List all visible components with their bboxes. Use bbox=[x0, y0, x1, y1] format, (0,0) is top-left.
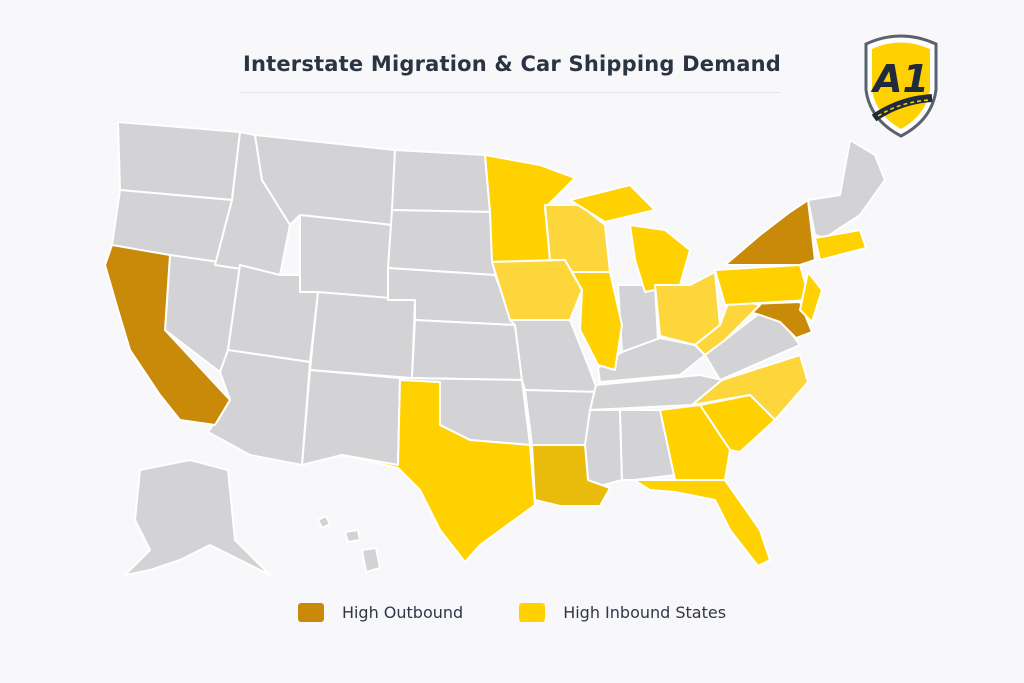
state-new-eng bbox=[807, 139, 886, 239]
legend-item-outbound: High Outbound bbox=[297, 603, 464, 622]
state-ny bbox=[724, 199, 816, 266]
legend-label-inbound: High Inbound States bbox=[563, 603, 727, 622]
state-ak bbox=[124, 459, 271, 576]
state-la bbox=[531, 444, 611, 507]
state-il bbox=[571, 271, 623, 371]
state-fl bbox=[633, 479, 771, 567]
state-co bbox=[309, 291, 416, 379]
state-nm bbox=[301, 369, 401, 466]
legend-swatch-inbound bbox=[519, 603, 546, 622]
state-ca bbox=[104, 244, 231, 426]
state-hi3 bbox=[361, 547, 381, 573]
state-al bbox=[619, 409, 676, 481]
title-divider bbox=[240, 92, 780, 93]
state-pa bbox=[714, 264, 811, 306]
state-ms bbox=[584, 409, 623, 487]
legend-item-inbound: High Inbound States bbox=[519, 603, 726, 622]
legend-swatch-outbound bbox=[297, 603, 324, 622]
a1-logo: A1 bbox=[864, 34, 938, 138]
state-sd bbox=[387, 209, 496, 276]
state-hi2 bbox=[344, 529, 361, 543]
state-ks bbox=[411, 319, 523, 381]
state-ma-ct bbox=[814, 229, 867, 261]
page-title: Interstate Migration & Car Shipping Dema… bbox=[242, 52, 782, 76]
state-wv bbox=[694, 297, 761, 356]
state-nd bbox=[391, 149, 491, 213]
state-hi bbox=[317, 515, 331, 529]
state-wa bbox=[117, 121, 241, 201]
state-wy bbox=[299, 214, 393, 301]
svg-text:A1: A1 bbox=[870, 57, 929, 101]
legend: High Outbound High Inbound States bbox=[0, 603, 1024, 622]
state-nj bbox=[799, 271, 823, 323]
state-mi-up bbox=[569, 184, 656, 223]
legend-label-outbound: High Outbound bbox=[341, 603, 464, 622]
state-tx bbox=[341, 379, 536, 563]
state-mi bbox=[629, 224, 691, 293]
state-ga bbox=[659, 404, 731, 481]
